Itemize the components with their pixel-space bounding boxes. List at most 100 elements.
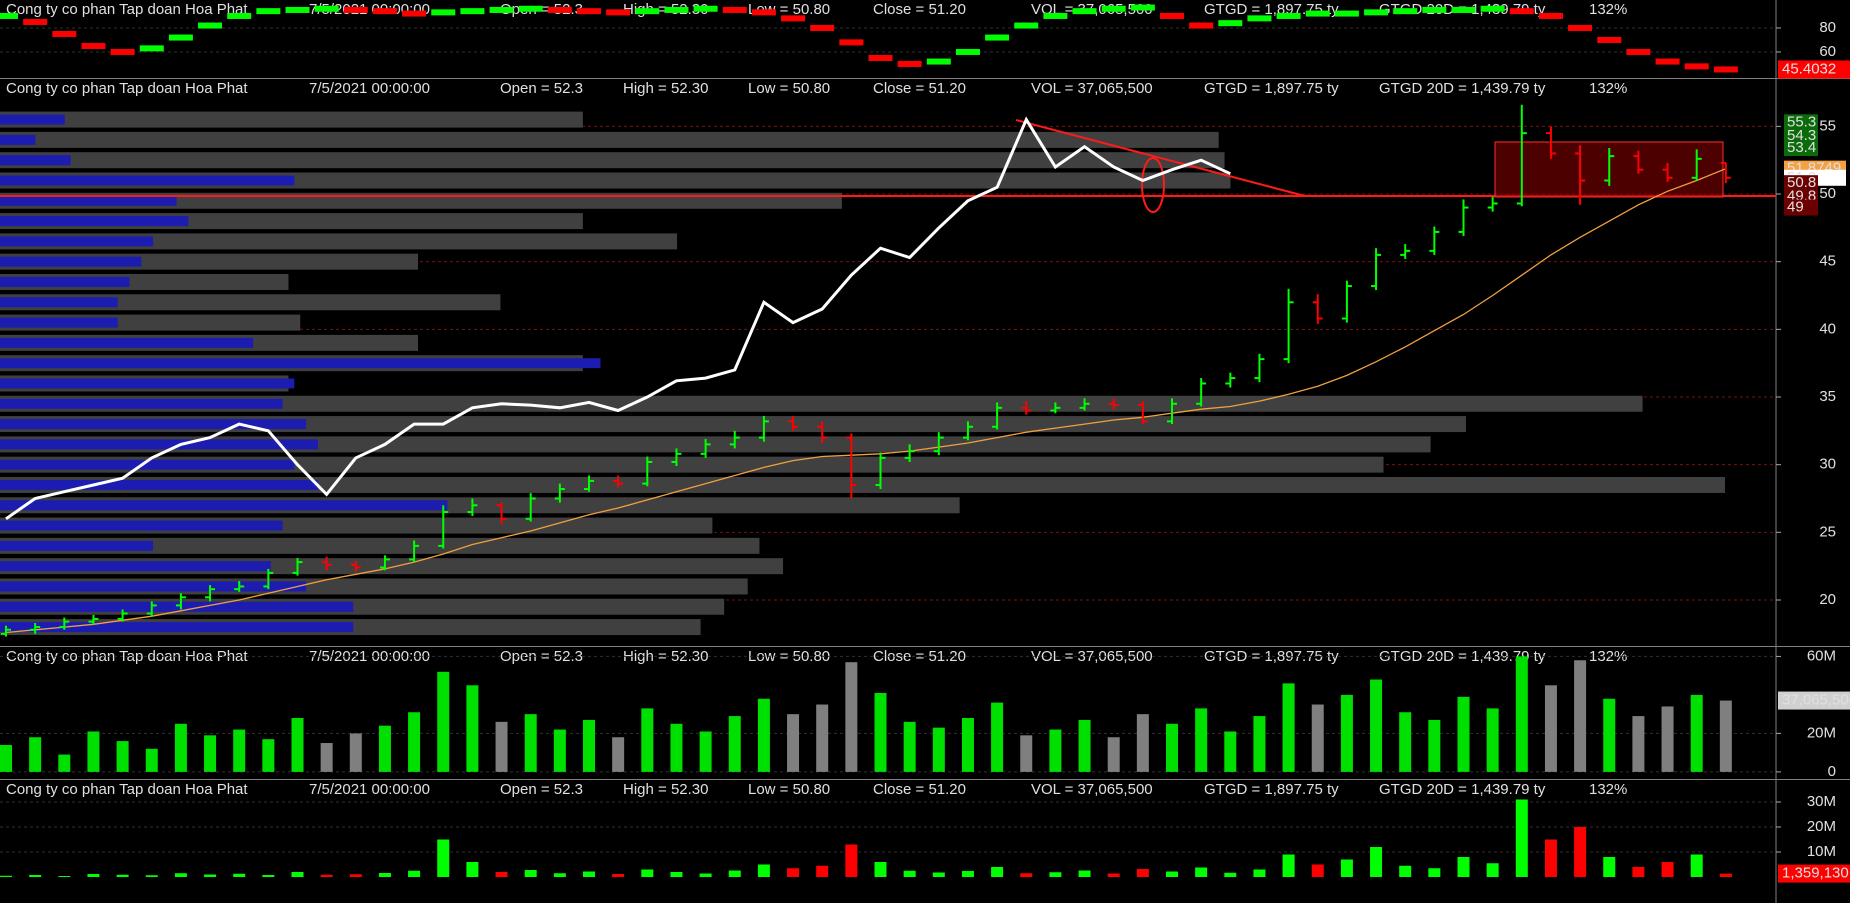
oscillator-dot xyxy=(1538,12,1563,19)
bar xyxy=(1719,873,1732,877)
header-close: Close = 51.20 xyxy=(873,781,966,798)
bar xyxy=(0,875,12,877)
bar xyxy=(1428,719,1441,772)
bar xyxy=(1574,827,1587,877)
header-gtgd20: GTGD 20D = 1,439.79 ty xyxy=(1379,80,1546,97)
bar xyxy=(845,662,858,772)
bar xyxy=(1515,799,1528,877)
header-open: Open = 52.3 xyxy=(500,781,583,798)
line-series xyxy=(5,116,1231,521)
y-tick-label: 20M xyxy=(1807,818,1836,835)
bar xyxy=(1603,698,1616,772)
bar xyxy=(466,862,479,877)
oscillator-dot xyxy=(1655,58,1680,65)
oscillator-dot xyxy=(722,6,747,13)
bar xyxy=(787,868,800,877)
bar xyxy=(437,671,450,772)
bar xyxy=(1166,723,1178,772)
profile-bar-blue xyxy=(0,439,318,450)
profile-bar-blue xyxy=(0,601,354,612)
bar xyxy=(1253,869,1266,877)
bar xyxy=(670,723,683,772)
y-tick-label: 30M xyxy=(1807,793,1836,810)
header-gtgd20: GTGD 20D = 1,439.79 ty xyxy=(1379,781,1546,798)
bar xyxy=(58,754,71,772)
bar xyxy=(349,874,362,877)
header-low: Low = 50.80 xyxy=(748,648,830,665)
header-company: Cong ty co phan Tap doan Hoa Phat xyxy=(6,1,248,18)
price-label-box xyxy=(1784,175,1818,192)
oscillator-dot xyxy=(81,42,106,49)
header-low: Low = 50.80 xyxy=(748,781,830,798)
bar xyxy=(1311,864,1324,877)
bar xyxy=(1340,694,1353,772)
oscillator-dot xyxy=(402,10,427,17)
bar xyxy=(262,875,275,877)
oscillator-dot xyxy=(1334,10,1359,17)
profile-bar xyxy=(0,436,1431,453)
bar xyxy=(1166,871,1178,877)
oscillator-dot xyxy=(547,6,572,13)
panel: Cong ty co phan Tap doan Hoa Phat 7/5/202… xyxy=(0,781,1850,883)
bar xyxy=(524,714,537,772)
profile-bar-blue xyxy=(0,195,177,206)
profile-bar-blue xyxy=(0,378,295,389)
header-company: Cong ty co phan Tap doan Hoa Phat xyxy=(6,781,248,798)
bar xyxy=(1224,731,1237,772)
oscillator-dot xyxy=(256,8,281,15)
bar xyxy=(145,875,158,877)
profile-bar-blue xyxy=(0,236,154,247)
oscillator-dot xyxy=(343,6,368,13)
trend-line xyxy=(1015,119,1306,197)
bar xyxy=(961,871,974,877)
oscillator-dot xyxy=(489,6,514,13)
line-series xyxy=(5,168,1727,634)
oscillator-dot xyxy=(635,8,660,15)
oscillator-dot xyxy=(839,39,864,46)
profile-bar xyxy=(0,476,1725,493)
price-label-box xyxy=(1784,199,1818,216)
header-vol: VOL = 37,065,500 xyxy=(1031,648,1153,665)
header-pct: 132% xyxy=(1589,781,1627,798)
header-gtgd: GTGD = 1,897.75 ty xyxy=(1204,781,1339,798)
oscillator-dot xyxy=(693,5,718,12)
bar xyxy=(1661,862,1674,877)
price-label: 53.4 xyxy=(1787,139,1816,156)
profile-bar xyxy=(0,395,1643,412)
y-tick-label: 20M xyxy=(1807,724,1836,741)
oscillator-dot xyxy=(868,54,893,61)
bar xyxy=(612,874,625,877)
bar xyxy=(1107,737,1120,772)
oscillator-dot xyxy=(1626,48,1651,55)
header-high: High = 52.30 xyxy=(623,648,708,665)
bar xyxy=(408,712,421,772)
bar xyxy=(1020,735,1033,772)
panel: Cong ty co phan Tap doan Hoa Phat 7/5/202… xyxy=(0,80,1846,637)
bar xyxy=(816,704,829,772)
price-label-box xyxy=(1784,140,1818,157)
header-high: High = 52.30 xyxy=(623,781,708,798)
bar xyxy=(612,737,625,772)
oscillator-dot xyxy=(955,48,980,55)
header-gtgd: GTGD = 1,897.75 ty xyxy=(1204,1,1339,18)
bar xyxy=(583,719,595,772)
oscillator-dot xyxy=(781,15,806,22)
profile-bar-blue xyxy=(0,561,271,572)
bar xyxy=(1632,867,1645,877)
bar xyxy=(1486,708,1499,772)
profile-bar-blue xyxy=(0,398,283,409)
bar xyxy=(1719,700,1732,772)
oscillator-dot xyxy=(664,6,689,13)
bar xyxy=(553,873,566,877)
oscillator-dot xyxy=(1568,24,1593,31)
oscillator-dot xyxy=(897,60,922,67)
header-gtgd: GTGD = 1,897.75 ty xyxy=(1204,80,1339,97)
bar xyxy=(349,733,362,772)
oscillator-dot xyxy=(52,30,77,37)
oscillator-dot xyxy=(1043,12,1068,19)
oscillator-dot xyxy=(518,5,543,12)
bar xyxy=(1078,719,1091,772)
bar xyxy=(728,870,741,877)
y-tick-label: 0 xyxy=(1828,763,1836,780)
value-marker-label: 1,359,130 xyxy=(1782,865,1849,882)
